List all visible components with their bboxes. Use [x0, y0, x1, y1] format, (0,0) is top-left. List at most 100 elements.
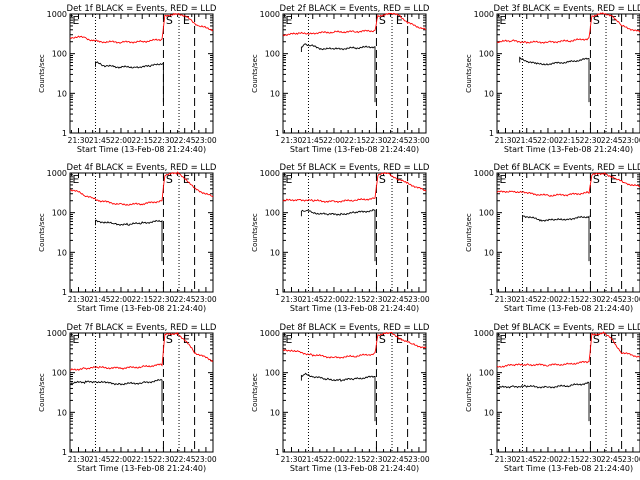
y-tick-label: 1 [62, 129, 67, 138]
x-tick-label: 22:00 [323, 136, 345, 145]
x-tick-label: 21:30 [68, 136, 90, 145]
series-line-black [95, 60, 164, 103]
marker-label-E: E [285, 14, 292, 27]
y-tick-label: 1 [275, 288, 280, 297]
x-tick-label: 22:00 [537, 295, 559, 304]
panel-8f: Det 8f BLACK = Events, RED = LLD 1 10 100 10… [251, 323, 430, 473]
y-tick-label: 1 [489, 288, 494, 297]
y-axis-title: Counts/sec [251, 373, 259, 412]
x-tick-label: 23:00 [195, 136, 217, 145]
x-tick-label: 21:30 [68, 295, 90, 304]
axes-frame [496, 332, 640, 453]
x-tick-label: 23:00 [622, 136, 640, 145]
panel-title: Det 6f BLACK = Events, RED = LLD [494, 163, 640, 173]
series-line-red [282, 171, 427, 204]
y-tick-label: 1000 [260, 169, 280, 178]
x-tick-label: 21:30 [281, 136, 303, 145]
panel-9f: Det 9f BLACK = Events, RED = LLD 1 10 100 10… [465, 323, 640, 473]
y-tick-label: 10 [57, 408, 67, 417]
x-axis-title: Start Time (13-Feb-08 21:24:40) [77, 145, 206, 154]
x-tick-label: 21:30 [281, 295, 303, 304]
x-tick-label: 21:30 [495, 295, 517, 304]
x-tick-label: 21:45 [89, 455, 111, 464]
x-tick-label: 21:45 [302, 455, 324, 464]
y-tick-label: 10 [270, 89, 280, 98]
marker-label-E: E [610, 14, 617, 27]
x-tick-label: 23:00 [622, 295, 640, 304]
y-tick-label: 100 [52, 209, 67, 218]
series-line-red [496, 12, 640, 44]
panel-title: Det 5f BLACK = Events, RED = LLD [280, 163, 430, 173]
panel-5f: Det 5f BLACK = Events, RED = LLD 1 10 100 10… [251, 163, 430, 313]
marker-label-S: S [593, 14, 600, 27]
y-tick-label: 10 [484, 248, 494, 257]
y-tick-label: 1 [489, 448, 494, 457]
x-tick-label: 23:00 [408, 455, 430, 464]
y-tick-label: 1 [275, 129, 280, 138]
x-tick-label: 22:45 [601, 136, 623, 145]
x-tick-label: 22:45 [174, 136, 196, 145]
marker-label-E: E [396, 333, 403, 346]
panel-title: Det 3f BLACK = Events, RED = LLD [494, 4, 640, 14]
y-tick-label: 10 [270, 408, 280, 417]
y-tick-label: 1000 [47, 169, 67, 178]
x-tick-label: 23:00 [622, 455, 640, 464]
series-line-black [300, 372, 376, 422]
panel-title: Det 2f BLACK = Events, RED = LLD [280, 4, 430, 14]
marker-label-E: E [72, 173, 79, 186]
x-tick-label: 22:30 [580, 295, 602, 304]
y-tick-label: 1000 [47, 329, 67, 338]
x-tick-label: 22:45 [174, 295, 196, 304]
panel-3f: Det 3f BLACK = Events, RED = LLD 1 10 100 10… [465, 4, 640, 154]
y-tick-label: 1 [62, 288, 67, 297]
series-line-red [70, 331, 214, 371]
marker-label-E: E [499, 14, 506, 27]
x-tick-label: 22:45 [601, 455, 623, 464]
x-tick-label: 21:45 [516, 295, 538, 304]
x-tick-label: 22:30 [366, 136, 388, 145]
y-axis-title: Counts/sec [38, 54, 46, 93]
x-tick-label: 22:30 [153, 455, 175, 464]
x-tick-label: 22:30 [366, 295, 388, 304]
marker-label-S: S [379, 173, 386, 186]
series-line-black [95, 219, 163, 262]
x-axis-title: Start Time (13-Feb-08 21:24:40) [290, 304, 419, 313]
series-line-black [522, 215, 590, 262]
marker-label-E: E [499, 173, 506, 186]
marker-label-E: E [72, 333, 79, 346]
y-tick-label: 1 [275, 448, 280, 457]
y-tick-label: 10 [57, 89, 67, 98]
y-tick-label: 100 [479, 50, 494, 59]
y-tick-label: 1 [489, 129, 494, 138]
marker-label-S: S [166, 333, 173, 346]
x-tick-label: 21:30 [495, 455, 517, 464]
y-tick-label: 100 [479, 369, 494, 378]
axes-frame [282, 332, 427, 453]
axes-frame [282, 172, 427, 293]
x-tick-label: 21:45 [89, 295, 111, 304]
panel-title: Det 7f BLACK = Events, RED = LLD [67, 323, 217, 333]
y-tick-label: 1000 [260, 329, 280, 338]
x-tick-label: 21:30 [68, 455, 90, 464]
marker-label-S: S [593, 173, 600, 186]
series-line-black [496, 381, 590, 422]
panel-title: Det 4f BLACK = Events, RED = LLD [67, 163, 217, 173]
marker-label-S: S [166, 14, 173, 27]
panel-2f: Det 2f BLACK = Events, RED = LLD 1 10 100 10… [251, 4, 430, 154]
x-tick-label: 21:45 [516, 455, 538, 464]
axes-frame [69, 13, 214, 134]
x-tick-label: 21:45 [89, 136, 111, 145]
x-tick-label: 22:15 [131, 295, 153, 304]
panel-1f: Det 1f BLACK = Events, RED = LLD 1 10 100 10… [38, 4, 217, 154]
y-tick-label: 10 [484, 408, 494, 417]
x-tick-label: 23:00 [195, 455, 217, 464]
panel-4f: Det 4f BLACK = Events, RED = LLD 1 10 100 10… [38, 163, 217, 313]
x-tick-label: 22:45 [387, 136, 409, 145]
x-axis-title: Start Time (13-Feb-08 21:24:40) [290, 145, 419, 154]
series-line-black [519, 56, 590, 103]
x-axis-title: Start Time (13-Feb-08 21:24:40) [504, 464, 633, 473]
marker-label-S: S [379, 14, 386, 27]
x-tick-label: 22:15 [344, 295, 366, 304]
